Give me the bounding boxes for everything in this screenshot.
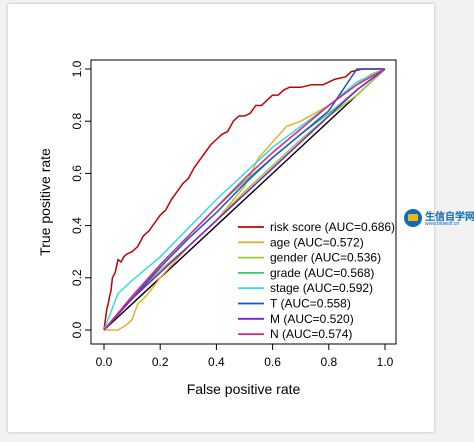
x-tick-label: 0.6 bbox=[264, 355, 281, 369]
legend-label-2: gender (AUC=0.536) bbox=[270, 251, 381, 265]
legend-label-4: stage (AUC=0.592) bbox=[270, 281, 373, 295]
y-ticks: 0.0 0.2 0.4 0.6 0.8 1.0 bbox=[70, 60, 91, 338]
y-tick-label: 0.6 bbox=[70, 165, 84, 182]
x-tick-label: 0.8 bbox=[320, 355, 337, 369]
book-logo-icon bbox=[404, 209, 422, 227]
legend-label-6: M (AUC=0.520) bbox=[270, 312, 354, 326]
y-tick-label: 0.8 bbox=[70, 113, 84, 130]
y-axis-label: True positive rate bbox=[37, 148, 53, 256]
legend-label-3: grade (AUC=0.568) bbox=[270, 266, 374, 280]
plot-frame bbox=[90, 59, 397, 345]
y-tick-label: 0.2 bbox=[70, 269, 84, 286]
series-line-6 bbox=[103, 68, 386, 331]
legend-label-1: age (AUC=0.572) bbox=[270, 235, 364, 249]
series-line-0 bbox=[103, 68, 385, 331]
legend: risk score (AUC=0.686)age (AUC=0.572) gen… bbox=[238, 220, 395, 341]
legend-label-0: risk score (AUC=0.686) bbox=[270, 220, 395, 234]
legend-label-7: N (AUC=0.574) bbox=[270, 327, 352, 341]
x-tick-label: 0.0 bbox=[96, 355, 113, 369]
x-tick-label: 0.2 bbox=[152, 355, 169, 369]
y-tick-label: 0.0 bbox=[70, 321, 84, 338]
x-tick-label: 1.0 bbox=[377, 355, 394, 369]
reference-diagonal-line bbox=[103, 68, 386, 331]
series-line-5 bbox=[103, 68, 385, 331]
series-line-7 bbox=[103, 68, 386, 331]
reference-diagonal-layer bbox=[103, 68, 386, 331]
y-tick-label: 1.0 bbox=[70, 60, 84, 77]
x-ticks: 0.0 0.2 0.4 0.6 0.8 1.0 bbox=[96, 344, 394, 369]
y-tick-label: 0.4 bbox=[70, 217, 84, 234]
watermark-name: 生信自学网 bbox=[425, 212, 474, 223]
watermark-url: www.biowolf.cn bbox=[425, 221, 460, 227]
figure-card bbox=[8, 4, 434, 432]
series-line-2 bbox=[103, 68, 386, 331]
watermark: 生信自学网 www.biowolf.cn bbox=[404, 208, 474, 230]
x-axis-label: False positive rate bbox=[187, 381, 301, 397]
x-tick-label: 0.4 bbox=[208, 355, 225, 369]
series-layer bbox=[103, 68, 386, 331]
legend-label-5: T (AUC=0.558) bbox=[270, 297, 351, 311]
